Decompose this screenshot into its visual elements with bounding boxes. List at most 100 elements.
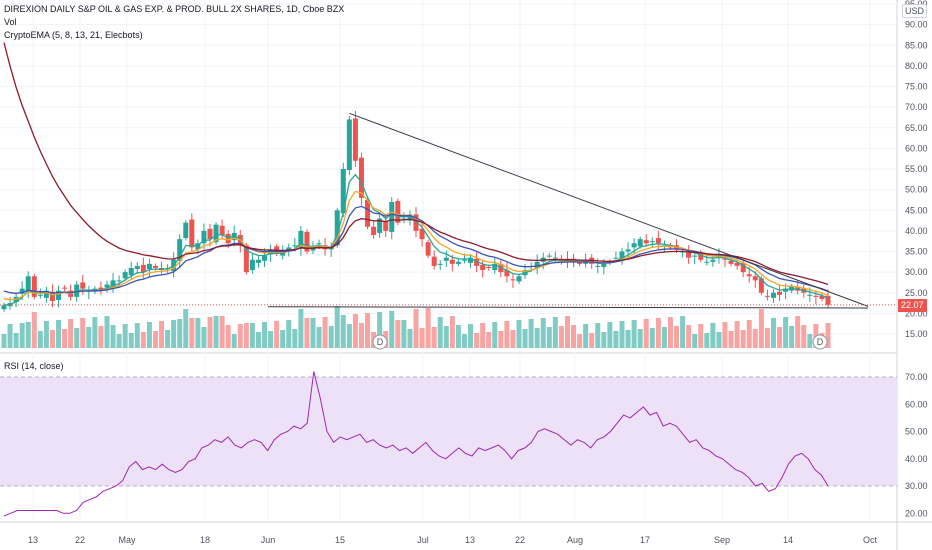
price-tick-label: 15.00 bbox=[905, 329, 928, 339]
price-tick-label: 80.00 bbox=[905, 61, 928, 71]
volume-bar bbox=[504, 321, 510, 348]
candle-body bbox=[43, 290, 49, 298]
candle-body bbox=[122, 272, 128, 279]
volume-bar bbox=[492, 322, 498, 348]
volume-bar bbox=[389, 311, 395, 348]
volume-bar bbox=[764, 328, 770, 348]
rsi-tick-label: 20.00 bbox=[905, 508, 928, 518]
candle-body bbox=[431, 256, 437, 266]
volume-bar bbox=[752, 329, 758, 348]
candle-body bbox=[613, 257, 619, 259]
candle-body bbox=[734, 262, 740, 266]
time-tick-label: 18 bbox=[200, 535, 210, 545]
candle-body bbox=[546, 255, 552, 257]
candle-body bbox=[601, 263, 607, 267]
currency-button[interactable]: USD bbox=[902, 4, 928, 18]
candle-body bbox=[116, 280, 122, 282]
candle-body bbox=[365, 199, 371, 227]
candle-body bbox=[819, 295, 825, 299]
candle-body bbox=[395, 200, 401, 223]
candle-body bbox=[98, 287, 104, 291]
volume-bar bbox=[7, 324, 13, 348]
volume-bar bbox=[583, 324, 589, 348]
candle-body bbox=[637, 239, 643, 247]
candle-body bbox=[146, 263, 152, 270]
volume-bar bbox=[62, 329, 68, 348]
rsi-line bbox=[3, 371, 829, 517]
candle-body bbox=[764, 295, 770, 297]
time-tick-label: 15 bbox=[335, 535, 345, 545]
candle-body bbox=[686, 252, 692, 258]
candle-body bbox=[19, 288, 25, 294]
candle-body bbox=[455, 261, 461, 264]
volume-bar bbox=[322, 317, 328, 348]
volume-bar bbox=[128, 333, 134, 348]
candle-body bbox=[752, 276, 758, 281]
volume-bar bbox=[316, 327, 322, 348]
candle-body bbox=[704, 261, 710, 263]
volume-bar bbox=[74, 328, 80, 348]
candle-body bbox=[243, 245, 249, 273]
candle-body bbox=[128, 268, 134, 276]
rsi-plot bbox=[0, 371, 897, 517]
volume-bar bbox=[631, 320, 637, 348]
candle-body bbox=[80, 282, 86, 289]
candle-body bbox=[740, 262, 746, 273]
volume-bar bbox=[625, 330, 631, 348]
volume-bar bbox=[552, 317, 558, 348]
candle-body bbox=[619, 251, 625, 260]
dividend-marker bbox=[812, 334, 828, 350]
rsi-tick-label: 40.00 bbox=[905, 454, 928, 464]
volume-bar bbox=[558, 326, 564, 348]
candle-body bbox=[110, 280, 116, 287]
volume-bar bbox=[449, 316, 455, 348]
time-tick-label: Aug bbox=[567, 535, 583, 545]
candle-body bbox=[334, 210, 340, 246]
volume-bar bbox=[19, 323, 25, 348]
volume-bar bbox=[110, 325, 116, 348]
candle-body bbox=[692, 255, 698, 257]
candle-body bbox=[468, 257, 474, 263]
volume-bar bbox=[686, 325, 692, 348]
volume-bar bbox=[619, 321, 625, 348]
candle-body bbox=[631, 243, 637, 248]
candle-body bbox=[189, 219, 195, 248]
price-tick-label: 45.00 bbox=[905, 205, 928, 215]
volume-bar bbox=[310, 318, 316, 348]
price-tick-label: 30.00 bbox=[905, 267, 928, 277]
candle-body bbox=[504, 270, 510, 277]
volume-bar bbox=[728, 331, 734, 348]
volume-bar bbox=[43, 321, 49, 348]
ema-21-line bbox=[3, 42, 829, 286]
time-tick-label: 13 bbox=[465, 535, 475, 545]
volume-bar bbox=[643, 319, 649, 348]
candle-body bbox=[201, 230, 207, 244]
rsi-tick-label: 60.00 bbox=[905, 399, 928, 409]
candle-body bbox=[516, 276, 522, 282]
volume-bar bbox=[777, 327, 783, 348]
candle-body bbox=[807, 294, 813, 296]
volume-bar bbox=[613, 331, 619, 348]
candle-body bbox=[340, 169, 346, 214]
volume-bar bbox=[577, 334, 583, 348]
volume-bar bbox=[140, 332, 146, 348]
candle-body bbox=[813, 295, 819, 297]
candle-body bbox=[492, 263, 498, 271]
volume-bar bbox=[340, 315, 346, 348]
candle-body bbox=[352, 118, 358, 161]
dividend-marker-label: D bbox=[817, 337, 824, 347]
candle-body bbox=[461, 259, 467, 261]
candle-body bbox=[728, 260, 734, 264]
indicator-legend: CryptoEMA (5, 8, 13, 21, Elecbots) bbox=[4, 30, 143, 40]
candle-body bbox=[825, 295, 831, 305]
candle-body bbox=[104, 284, 110, 288]
volume-bar bbox=[189, 318, 195, 348]
volume-bar bbox=[680, 316, 686, 348]
candle-body bbox=[298, 230, 304, 249]
volume-bar bbox=[207, 317, 213, 348]
price-tick-label: 20.00 bbox=[905, 308, 928, 318]
volume-bar bbox=[249, 323, 255, 348]
volume-bar bbox=[601, 332, 607, 348]
